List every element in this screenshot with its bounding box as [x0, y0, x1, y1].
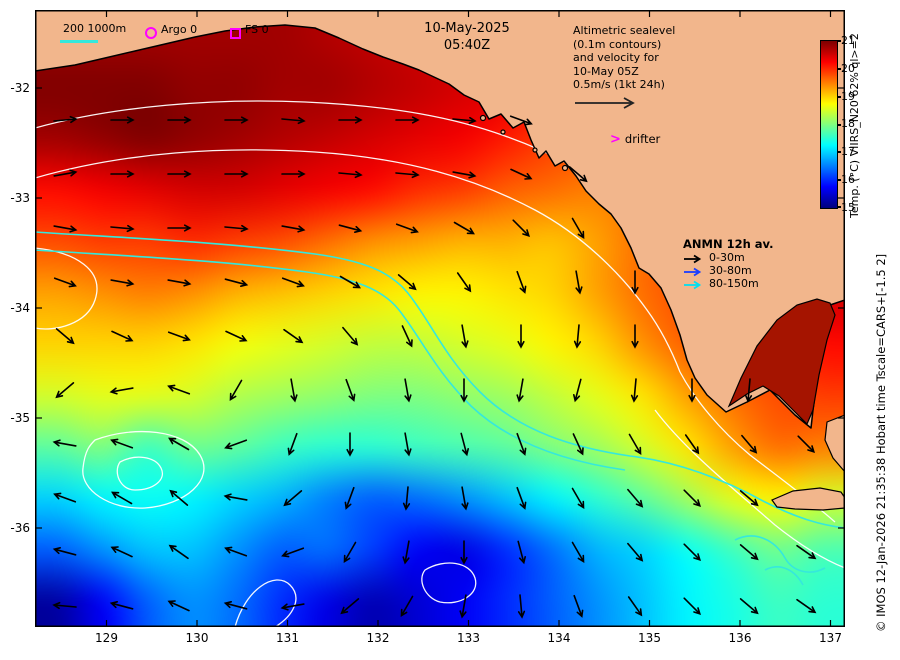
colorbar-tick-label: 15 [841, 201, 855, 214]
x-tick-label: 133 [457, 631, 480, 645]
anmn-legend-item: 0-30m [683, 252, 773, 265]
velocity-scale-arrow-icon [575, 97, 635, 109]
anmn-legend-item-label: 30-80m [709, 264, 752, 278]
colorbar-tick [837, 206, 841, 208]
x-tick-label: 129 [95, 631, 118, 645]
colorbar-tick [837, 124, 841, 126]
altimetry-note-line: Altimetric sealevel [573, 24, 676, 37]
anmn-legend-item: 30-80m [683, 265, 773, 278]
colorbar-tick-label: 16 [841, 173, 855, 186]
x-tick-label: 137 [819, 631, 842, 645]
anmn-legend-item: 80-150m [683, 278, 773, 291]
colorbar-tick [837, 151, 841, 153]
drifter-marker-icon: > [610, 132, 621, 147]
colorbar-title: Temp. (°C) VIIRS_N20 62% ql>=2 [848, 33, 861, 218]
map-overlay [35, 10, 845, 627]
current-arrow-icon [684, 267, 702, 276]
y-tick-label: -35 [10, 411, 30, 425]
x-tick-label: 135 [638, 631, 661, 645]
altimetry-note-line: 0.5m/s (1kt 24h) [573, 78, 665, 91]
current-arrow-icon [684, 254, 702, 263]
x-tick-label: 130 [185, 631, 209, 645]
altimetry-note: Altimetric sealevel (0.1m contours) and … [573, 24, 675, 92]
y-tick-label: -34 [10, 301, 30, 315]
isobath-legend-label: 200 1000m [63, 22, 127, 35]
isobath-line-icon [60, 40, 98, 43]
colorbar-tick [837, 96, 841, 98]
current-arrow-icon [684, 280, 702, 289]
y-tick-label: -32 [10, 81, 30, 95]
colorbar-gradient [821, 41, 837, 208]
altimetry-note-line: (0.1m contours) [573, 37, 662, 51]
x-tick-label: 136 [728, 631, 752, 645]
map-title-date: 10-May-2025 [424, 21, 510, 36]
x-tick-label: 132 [366, 631, 390, 645]
colorbar-tick-label: 21 [841, 34, 855, 47]
colorbar-tick-label: 18 [841, 117, 855, 130]
colorbar-tick [837, 40, 841, 42]
y-tick-label: -33 [10, 191, 30, 205]
x-tick-label: 134 [547, 631, 571, 645]
anmn-legend-title: ANMN 12h av. [683, 237, 774, 251]
altimetry-note-line: and velocity for [573, 51, 659, 64]
colorbar-tick-label: 20 [841, 62, 855, 75]
argo-legend-label: Argo 0 [161, 23, 198, 36]
fs-marker-icon [230, 28, 241, 39]
map-title-time: 05:40Z [443, 38, 491, 53]
colorbar [820, 40, 838, 209]
colorbar-tick-label: 17 [841, 145, 855, 158]
map-plot-area[interactable]: 10-May-2025 05:40Z 200 1000m Argo 0 FS 0… [35, 10, 845, 627]
altimetry-note-line: 10-May 05Z [573, 64, 639, 78]
anmn-legend: ANMN 12h av. 0-30m 30-80m 80-150m [683, 237, 774, 291]
argo-marker-icon [145, 27, 157, 39]
anmn-legend-item-label: 0-30m [709, 251, 745, 265]
y-tick-label: -36 [10, 521, 30, 535]
drifter-legend: > drifter [610, 132, 661, 148]
x-tick-label: 131 [276, 631, 299, 645]
colorbar-tick [837, 68, 841, 70]
copyright-text: © IMOS 12-Jan-2026 21:35:38 Hobart time … [874, 253, 888, 632]
drifter-label: drifter [624, 132, 661, 146]
colorbar-tick-label: 19 [841, 90, 855, 103]
fs-legend-label: FS 0 [245, 23, 269, 36]
colorbar-tick [837, 179, 841, 181]
anmn-legend-item-label: 80-150m [709, 277, 759, 291]
